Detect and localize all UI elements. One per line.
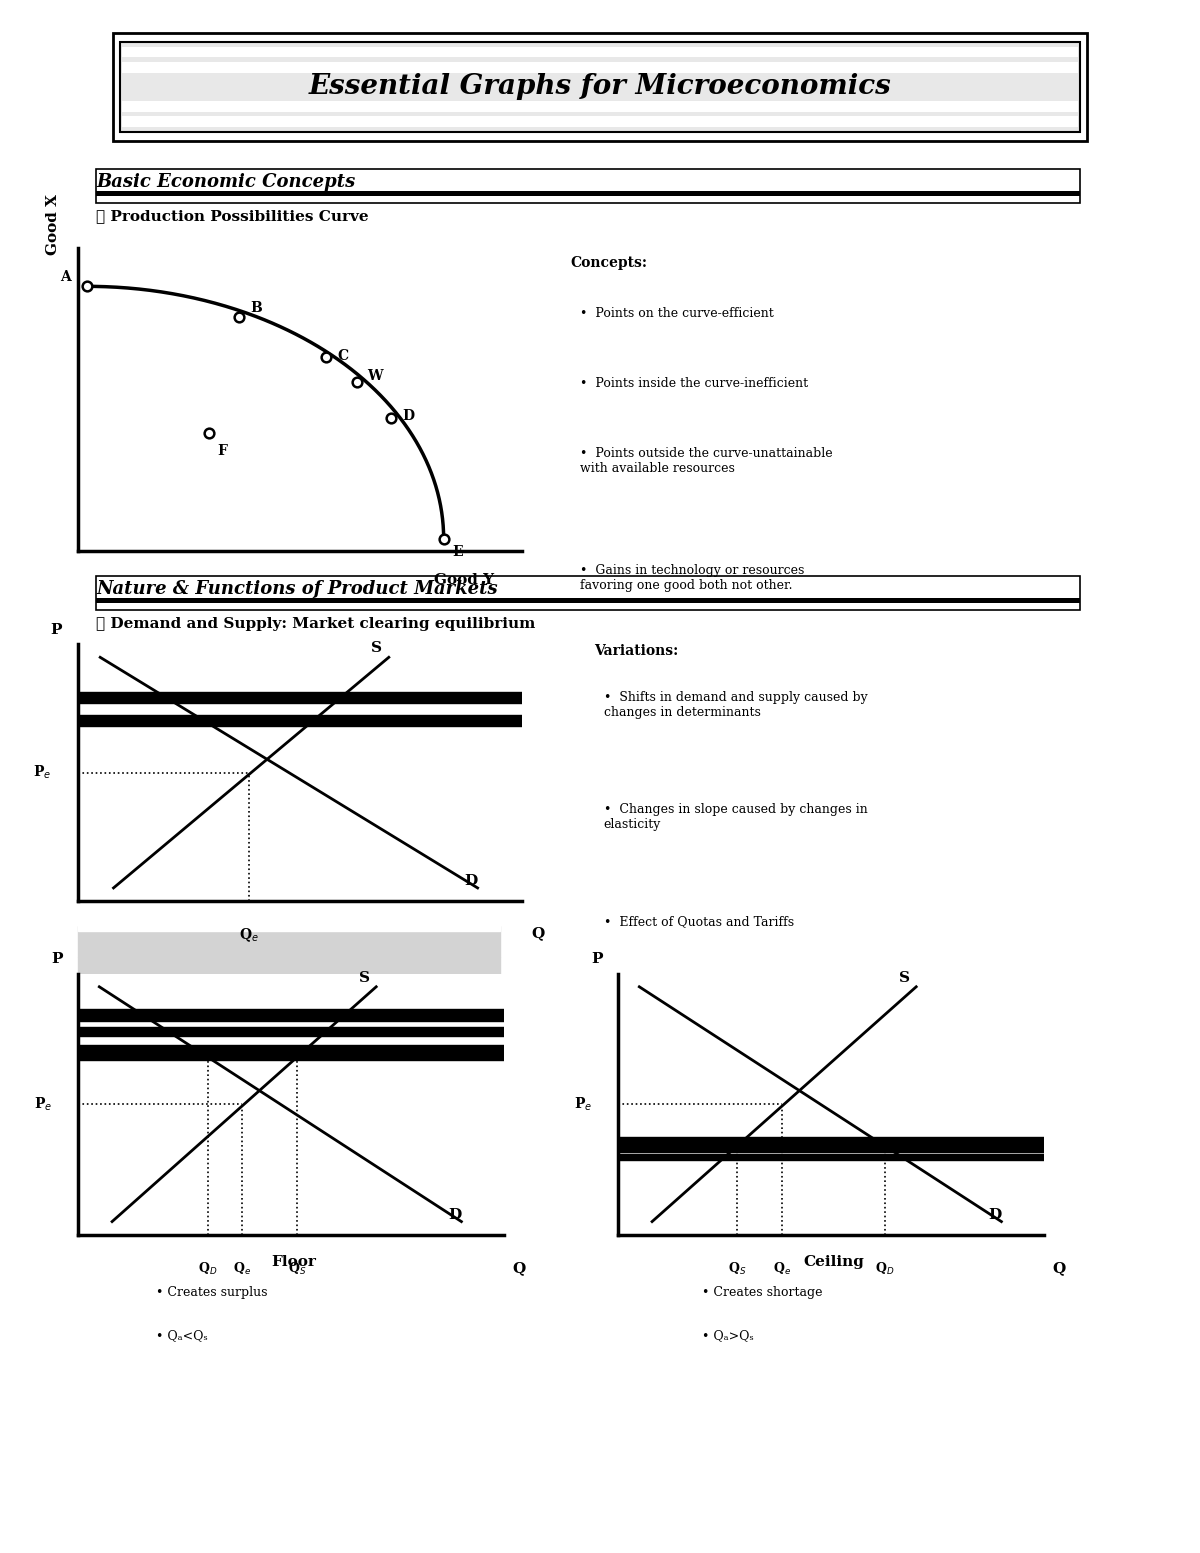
Text: D: D	[989, 1208, 1002, 1222]
FancyBboxPatch shape	[122, 101, 1078, 112]
Text: Basic Economic Concepts: Basic Economic Concepts	[96, 172, 355, 191]
Text: Q$_D$: Q$_D$	[198, 1261, 217, 1277]
Text: •  Points on the curve-efficient: • Points on the curve-efficient	[580, 307, 773, 320]
Text: Q: Q	[530, 926, 544, 941]
Bar	[78, 1027, 504, 1036]
Text: W: W	[367, 368, 383, 382]
Text: Variations:: Variations:	[594, 644, 678, 658]
Text: • Creates surplus: • Creates surplus	[156, 1286, 268, 1298]
Text: Q$_e$: Q$_e$	[233, 1261, 251, 1277]
Text: A: A	[60, 270, 71, 284]
Text: F: F	[217, 444, 227, 458]
Text: Q$_e$: Q$_e$	[239, 926, 259, 944]
Text: B: B	[250, 301, 262, 315]
Text: Q$_e$: Q$_e$	[773, 1261, 791, 1277]
Text: S: S	[899, 971, 910, 985]
Text: Q$_S$: Q$_S$	[288, 1261, 306, 1277]
Bar	[78, 693, 522, 704]
Text: • Qₐ<Qₛ: • Qₐ<Qₛ	[156, 1329, 208, 1342]
Bar	[78, 1051, 504, 1059]
Text: P: P	[50, 623, 61, 637]
Bar	[618, 1146, 1044, 1152]
Text: Q$_S$: Q$_S$	[728, 1261, 746, 1277]
Text: Q: Q	[512, 1261, 526, 1275]
Text: •  Points inside the curve-inefficient: • Points inside the curve-inefficient	[580, 377, 808, 390]
Text: • Qₐ>Qₛ: • Qₐ>Qₛ	[702, 1329, 754, 1342]
FancyBboxPatch shape	[113, 33, 1087, 141]
Bar	[78, 957, 499, 978]
Y-axis label: Good X: Good X	[47, 194, 60, 255]
Bar	[78, 714, 522, 727]
Text: •  Effect of Quotas and Tariffs: • Effect of Quotas and Tariffs	[604, 915, 793, 927]
FancyBboxPatch shape	[96, 598, 1080, 603]
FancyBboxPatch shape	[96, 191, 1080, 196]
Bar	[78, 1009, 504, 1020]
Text: P$_e$: P$_e$	[35, 1095, 53, 1114]
Bar	[78, 912, 499, 932]
Text: Nature & Functions of Product Markets: Nature & Functions of Product Markets	[96, 579, 498, 598]
Text: E: E	[452, 545, 463, 559]
Text: S: S	[359, 971, 370, 985]
Bar	[618, 1137, 1044, 1145]
Bar	[618, 1154, 1044, 1160]
Text: ★Floors and Ceilings: ★Floors and Ceilings	[90, 927, 281, 944]
X-axis label: Good Y: Good Y	[434, 573, 494, 587]
Text: Q$_D$: Q$_D$	[875, 1261, 894, 1277]
Text: ★ Production Possibilities Curve: ★ Production Possibilities Curve	[96, 210, 368, 224]
Text: D: D	[464, 874, 478, 888]
Text: P: P	[590, 952, 602, 966]
FancyBboxPatch shape	[122, 47, 1078, 57]
Text: •  Gains in technology or resources
favoring one good both not other.: • Gains in technology or resources favor…	[580, 564, 804, 592]
Text: P$_e$: P$_e$	[34, 764, 52, 781]
FancyBboxPatch shape	[120, 42, 1080, 132]
Text: S: S	[371, 641, 382, 655]
Text: D: D	[449, 1208, 462, 1222]
Text: Concepts:: Concepts:	[570, 256, 647, 270]
Text: Ceiling: Ceiling	[804, 1255, 864, 1269]
Text: P$_e$: P$_e$	[575, 1095, 593, 1114]
FancyBboxPatch shape	[122, 116, 1078, 127]
Text: D: D	[402, 408, 414, 422]
Text: C: C	[337, 348, 348, 362]
Text: Essential Graphs for Microeconomics: Essential Graphs for Microeconomics	[308, 73, 892, 101]
Text: ★ Demand and Supply: Market clearing equilibrium: ★ Demand and Supply: Market clearing equ…	[96, 617, 535, 631]
Text: Floor: Floor	[271, 1255, 317, 1269]
FancyBboxPatch shape	[122, 62, 1078, 73]
Text: •  Points outside the curve-unattainable
with available resources: • Points outside the curve-unattainable …	[580, 447, 833, 475]
Text: P: P	[50, 952, 62, 966]
Text: • Creates shortage: • Creates shortage	[702, 1286, 822, 1298]
Bar	[78, 926, 499, 957]
Text: Q: Q	[1052, 1261, 1066, 1275]
Text: •  Changes in slope caused by changes in
elasticity: • Changes in slope caused by changes in …	[604, 803, 868, 831]
Bar	[78, 1045, 504, 1051]
Text: •  Shifts in demand and supply caused by
changes in determinants: • Shifts in demand and supply caused by …	[604, 691, 868, 719]
